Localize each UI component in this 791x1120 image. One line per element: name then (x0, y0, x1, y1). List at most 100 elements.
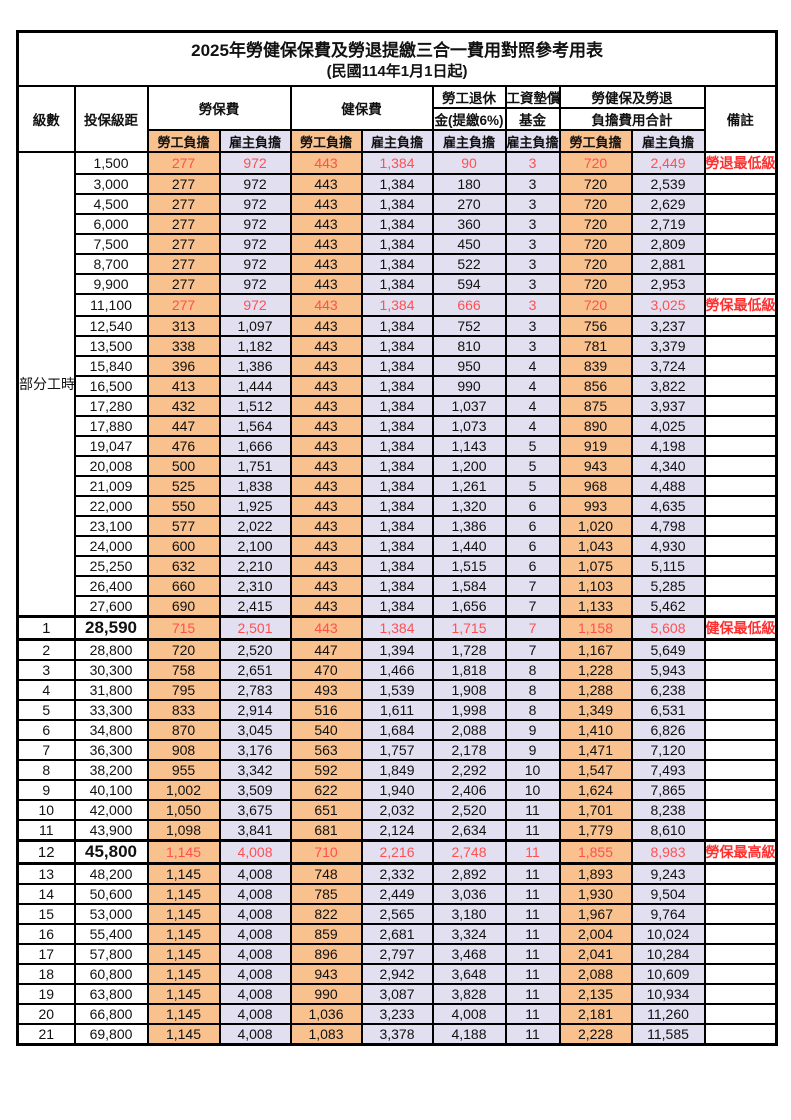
total-employer-cell: 3,237 (630, 315, 706, 337)
header-labor-ins-employee: 勞工負擔 (146, 129, 221, 153)
header-total-employee: 勞工負擔 (558, 129, 633, 153)
labor-ins-employee-cell: 1,145 (146, 862, 221, 885)
health-ins-employee-cell: 516 (289, 699, 363, 721)
pension-employer-cell: 2,178 (431, 739, 507, 761)
table-row: 14 50,600 1,145 4,008 785 2,449 3,036 11… (16, 883, 778, 905)
table-row: 24,000 600 2,100 443 1,384 1,440 6 1,043… (18, 535, 778, 557)
total-employer-cell: 10,024 (630, 923, 706, 945)
health-ins-employee-cell: 443 (289, 595, 363, 618)
pension-employer-cell: 666 (431, 293, 507, 317)
bracket-cell: 23,100 (73, 515, 149, 537)
bracket-cell: 15,840 (73, 355, 149, 377)
health-ins-employer-cell: 1,384 (360, 515, 434, 537)
remark-cell (703, 963, 778, 985)
health-ins-employee-cell: 470 (289, 659, 363, 681)
bracket-cell: 33,300 (73, 699, 149, 721)
pension-employer-cell: 990 (431, 375, 507, 397)
labor-ins-employee-cell: 1,145 (146, 883, 221, 905)
pension-employer-cell: 90 (431, 151, 507, 175)
health-ins-employee-cell: 447 (289, 638, 363, 661)
bracket-cell: 53,000 (73, 903, 149, 925)
wage-fund-employer-cell: 11 (504, 883, 561, 905)
header-total-line1: 勞健保及勞退 (558, 85, 706, 109)
health-ins-employer-cell: 1,384 (360, 355, 434, 377)
wage-fund-employer-cell: 3 (504, 253, 561, 275)
total-employee-cell: 720 (558, 151, 633, 175)
health-ins-employer-cell: 2,124 (360, 819, 434, 842)
table-row: 8 38,200 955 3,342 592 1,849 2,292 10 1,… (16, 759, 778, 781)
header-total-employer: 雇主負擔 (630, 129, 706, 153)
level-cell: 6 (16, 719, 76, 741)
remark-cell (703, 759, 778, 781)
remark-cell (703, 923, 778, 945)
total-employer-cell: 5,285 (630, 575, 706, 597)
level-cell: 11 (16, 819, 76, 842)
health-ins-employee-cell: 859 (289, 923, 363, 945)
health-ins-employee-cell: 822 (289, 903, 363, 925)
pension-employer-cell: 450 (431, 233, 507, 255)
bracket-cell: 3,000 (73, 173, 149, 195)
health-ins-employer-cell: 1,611 (360, 699, 434, 721)
total-employee-cell: 1,167 (558, 638, 633, 661)
pension-employer-cell: 2,892 (431, 862, 507, 885)
labor-ins-employee-cell: 600 (146, 535, 221, 557)
table-row: 3,000 277 972 443 1,384 180 3 720 2,539 (18, 173, 778, 195)
labor-ins-employer-cell: 4,008 (218, 1003, 292, 1025)
labor-ins-employee-cell: 1,145 (146, 983, 221, 1005)
health-ins-employer-cell: 1,384 (360, 193, 434, 215)
title-row: 2025年勞健保保費及勞退提繳三合一費用對照參考用表 (民國114年1月1日起) (16, 30, 778, 87)
total-employee-cell: 2,181 (558, 1003, 633, 1025)
remark-cell (703, 679, 778, 701)
labor-ins-employer-cell: 2,100 (218, 535, 292, 557)
level-cell: 4 (16, 679, 76, 701)
total-employee-cell: 1,158 (558, 615, 633, 641)
labor-ins-employee-cell: 690 (146, 595, 221, 618)
health-ins-employee-cell: 563 (289, 739, 363, 761)
health-ins-employee-cell: 443 (289, 415, 363, 437)
total-employer-cell: 3,724 (630, 355, 706, 377)
labor-ins-employee-cell: 550 (146, 495, 221, 517)
wage-fund-employer-cell: 11 (504, 862, 561, 885)
bracket-cell: 55,400 (73, 923, 149, 945)
pension-employer-cell: 1,728 (431, 638, 507, 661)
labor-ins-employer-cell: 4,008 (218, 963, 292, 985)
total-employee-cell: 1,930 (558, 883, 633, 905)
bracket-cell: 6,000 (73, 213, 149, 235)
wage-fund-employer-cell: 6 (504, 535, 561, 557)
pension-employer-cell: 360 (431, 213, 507, 235)
bracket-cell: 19,047 (73, 435, 149, 457)
health-ins-employee-cell: 1,083 (289, 1023, 363, 1046)
health-ins-employer-cell: 1,384 (360, 233, 434, 255)
bracket-cell: 45,800 (73, 839, 149, 865)
level-cell: 15 (16, 903, 76, 925)
total-employer-cell: 9,764 (630, 903, 706, 925)
header-pension-line1: 勞工退休 (431, 85, 507, 109)
labor-ins-employer-cell: 2,210 (218, 555, 292, 577)
table-row: 12 45,800 1,145 4,008 710 2,216 2,748 11… (16, 839, 778, 865)
wage-fund-employer-cell: 7 (504, 638, 561, 661)
wage-fund-employer-cell: 4 (504, 415, 561, 437)
pension-employer-cell: 950 (431, 355, 507, 377)
table-row: 部分工時 1,500 277 972 443 1,384 90 3 720 2,… (16, 151, 778, 618)
remark-cell (703, 315, 778, 337)
health-ins-employer-cell: 2,032 (360, 799, 434, 821)
pension-employer-cell: 522 (431, 253, 507, 275)
level-cell: 7 (16, 739, 76, 761)
wage-fund-employer-cell: 11 (504, 839, 561, 865)
labor-ins-employer-cell: 4,008 (218, 943, 292, 965)
labor-ins-employer-cell: 972 (218, 273, 292, 295)
pension-employer-cell: 180 (431, 173, 507, 195)
wage-fund-employer-cell: 9 (504, 739, 561, 761)
wage-fund-employer-cell: 11 (504, 903, 561, 925)
total-employee-cell: 781 (558, 335, 633, 357)
health-ins-employer-cell: 3,233 (360, 1003, 434, 1025)
wage-fund-employer-cell: 3 (504, 213, 561, 235)
total-employee-cell: 2,228 (558, 1023, 633, 1046)
health-ins-employee-cell: 896 (289, 943, 363, 965)
health-ins-employer-cell: 1,384 (360, 415, 434, 437)
table-row: 18 60,800 1,145 4,008 943 2,942 3,648 11… (16, 963, 778, 985)
wage-fund-employer-cell: 11 (504, 1003, 561, 1025)
health-ins-employer-cell: 3,087 (360, 983, 434, 1005)
labor-ins-employer-cell: 2,501 (218, 615, 292, 641)
bracket-cell: 24,000 (73, 535, 149, 557)
